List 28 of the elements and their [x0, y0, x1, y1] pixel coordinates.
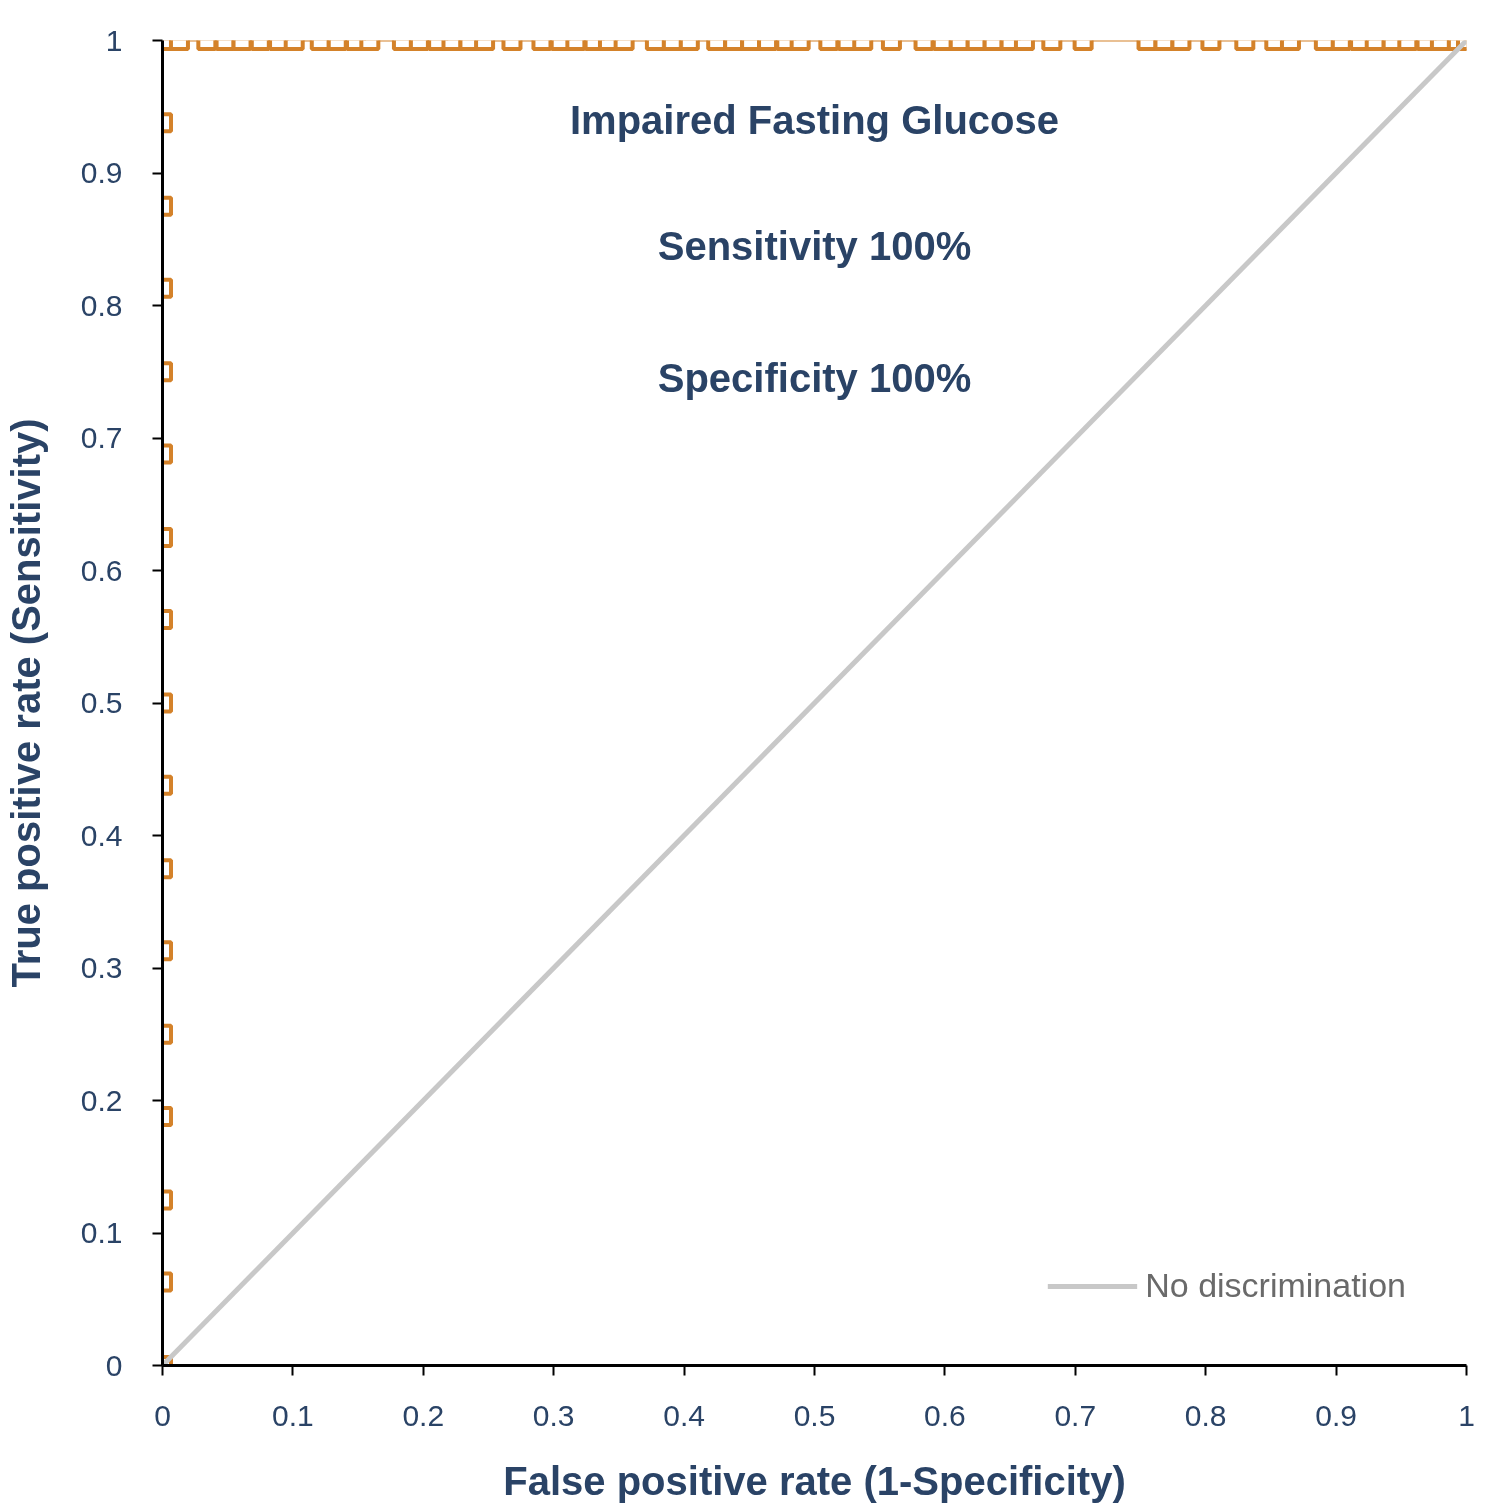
- x-tick-label: 0.4: [663, 1398, 705, 1432]
- x-tick-label: 0.2: [402, 1398, 445, 1432]
- y-tick-label: 0.6: [80, 553, 123, 587]
- y-tick-label: 0.4: [80, 818, 123, 852]
- annotation: Specificity 100%: [657, 356, 972, 401]
- x-tick-label: 0.9: [1315, 1398, 1357, 1432]
- x-tick-label: 0: [154, 1398, 171, 1432]
- y-tick-label: 0.5: [80, 686, 123, 719]
- y-tick-label: 1: [105, 23, 123, 57]
- x-tick-label: 0.6: [924, 1398, 966, 1432]
- y-tick-label: 0.8: [80, 288, 123, 322]
- y-tick-label: 0.9: [80, 156, 123, 189]
- annotation: Sensitivity 100%: [657, 223, 972, 268]
- x-tick-label: 0.7: [1054, 1398, 1097, 1432]
- x-tick-label: 0.1: [272, 1398, 314, 1432]
- x-axis-title: False positive rate (1-Specificity): [503, 1458, 1126, 1503]
- legend-label: No discrimination: [1145, 1266, 1406, 1305]
- y-tick-label: 0.2: [80, 1083, 123, 1117]
- x-tick-label: 0.5: [793, 1398, 836, 1432]
- y-tick-label: 0: [105, 1348, 123, 1382]
- y-tick-label: 0.1: [80, 1216, 123, 1249]
- annotation: Impaired Fasting Glucose: [570, 98, 1060, 142]
- y-tick-label: 0.7: [80, 421, 123, 454]
- x-tick-label: 0.8: [1184, 1398, 1227, 1432]
- x-tick-label: 1: [1458, 1398, 1475, 1432]
- x-tick-label: 0.3: [532, 1398, 575, 1432]
- y-axis-title: True positive rate (Sensitivity): [3, 418, 48, 988]
- y-tick-label: 0.3: [80, 951, 123, 984]
